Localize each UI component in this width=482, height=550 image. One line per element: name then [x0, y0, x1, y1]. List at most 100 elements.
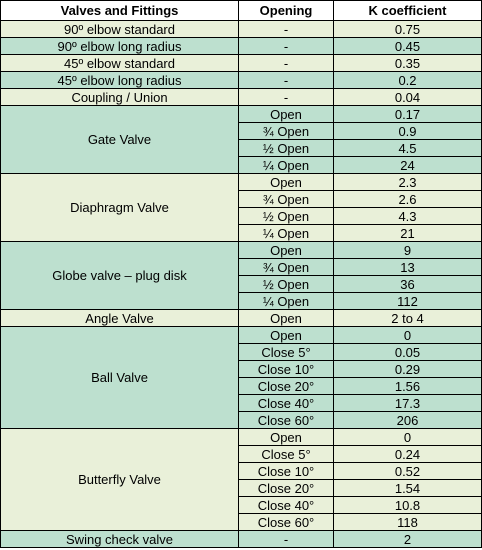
table-row: Swing check valve -2	[0, 530, 482, 548]
k-coefficient-cell: 0.24	[333, 445, 482, 463]
table-row: ¼ Open 112	[1, 292, 482, 310]
fitting-name-cell: Butterfly Valve	[0, 428, 239, 531]
table-row: Close 5° 0.24	[1, 445, 482, 463]
opening-cell: Close 40°	[238, 394, 334, 412]
opening-cell: Open	[238, 428, 334, 446]
table-row: Close 40° 17.3	[1, 394, 482, 412]
table-row: ½ Open 4.3	[1, 207, 482, 225]
table-row: 45º elbow standard -0.35	[0, 54, 482, 72]
fitting-name-cell: 45º elbow long radius	[0, 71, 239, 89]
table-row: Close 60° 206	[1, 411, 482, 429]
header-k-coefficient: K coefficient	[333, 0, 482, 21]
opening-cell: Open	[238, 241, 334, 259]
k-coefficient-cell: 17.3	[333, 394, 482, 412]
k-coefficient-cell: 0.05	[333, 343, 482, 361]
fitting-name-cell: 90º elbow long radius	[0, 37, 239, 55]
table-row: 90º elbow long radius -0.45	[0, 37, 482, 55]
k-coefficient-cell: 0.45	[333, 37, 482, 55]
opening-cell: -	[238, 88, 334, 106]
table-row: Ball Valve Open 0	[0, 326, 482, 429]
opening-cell: Close 5°	[238, 343, 334, 361]
table-body: 90º elbow standard -0.75 90º elbow long ra…	[0, 20, 482, 548]
k-coefficient-cell: 36	[333, 275, 482, 293]
k-coefficient-cell: 0.75	[333, 20, 482, 38]
k-coefficient-cell: 9	[333, 241, 482, 259]
fitting-name-cell: Gate Valve	[0, 105, 239, 174]
k-coefficient-cell: 1.54	[333, 479, 482, 497]
k-coefficient-cell: 2.6	[333, 190, 482, 208]
k-coefficient-cell: 118	[333, 513, 482, 531]
table-row: ¾ Open 13	[1, 258, 482, 276]
opening-cell: Close 5°	[238, 445, 334, 463]
fitting-name-cell: Swing check valve	[0, 530, 239, 548]
opening-cell: Open	[238, 173, 334, 191]
fitting-name-cell: Ball Valve	[0, 326, 239, 429]
table-row: 45º elbow long radius -0.2	[0, 71, 482, 89]
fitting-name-cell: Angle Valve	[0, 309, 239, 327]
table-row: Gate Valve Open 0.17	[0, 105, 482, 174]
fitting-name-cell: Coupling / Union	[0, 88, 239, 106]
opening-cell: Close 20°	[238, 377, 334, 395]
k-coefficient-cell: 4.3	[333, 207, 482, 225]
opening-cell: Close 10°	[238, 360, 334, 378]
k-coefficient-cell: 0.04	[333, 88, 482, 106]
table-row: 90º elbow standard -0.75	[0, 20, 482, 38]
opening-cell: Close 60°	[238, 513, 334, 531]
k-coefficient-cell: 24	[333, 156, 482, 174]
opening-cell: ¼ Open	[238, 224, 334, 242]
opening-cell: -	[238, 37, 334, 55]
table-row: Close 40° 10.8	[1, 496, 482, 514]
fitting-name-cell: Diaphragm Valve	[0, 173, 239, 242]
k-coefficient-cell: 0	[333, 428, 482, 446]
table-row: ¾ Open 0.9	[1, 122, 482, 140]
k-coefficient-cell: 112	[333, 292, 482, 310]
k-coefficient-cell: 0.35	[333, 54, 482, 72]
header-row: Valves and Fittings Opening K coefficien…	[0, 0, 482, 21]
k-coefficient-cell: 13	[333, 258, 482, 276]
opening-cell: Close 40°	[238, 496, 334, 514]
header-valves-and-fittings: Valves and Fittings	[0, 0, 239, 21]
k-coefficient-cell: 0.52	[333, 462, 482, 480]
k-coefficient-cell: 10.8	[333, 496, 482, 514]
k-coefficient-cell: 0.9	[333, 122, 482, 140]
fitting-name-cell: Globe valve – plug disk	[0, 241, 239, 310]
opening-cell: ¼ Open	[238, 292, 334, 310]
opening-cell: Open	[238, 309, 334, 327]
opening-cell: -	[238, 530, 334, 548]
k-coefficient-cell: 0	[333, 326, 482, 344]
k-coefficient-cell: 2	[333, 530, 482, 548]
opening-cell: Open	[238, 326, 334, 344]
k-coefficient-cell: 21	[333, 224, 482, 242]
table-row: ½ Open 4.5	[1, 139, 482, 157]
opening-cell: ¾ Open	[238, 190, 334, 208]
fitting-name-cell: 90º elbow standard	[0, 20, 239, 38]
opening-cell: -	[238, 71, 334, 89]
opening-cell: ¼ Open	[238, 156, 334, 174]
k-coefficient-cell: 4.5	[333, 139, 482, 157]
table-row: ½ Open 36	[1, 275, 482, 293]
opening-cell: -	[238, 20, 334, 38]
table-row: Close 10° 0.52	[1, 462, 482, 480]
table-row: Globe valve – plug disk Open 9	[0, 241, 482, 310]
table-row: Angle Valve Open 2 to 4	[0, 309, 482, 327]
k-coefficient-cell: 0.2	[333, 71, 482, 89]
opening-cell: ¾ Open	[238, 258, 334, 276]
k-coefficient-cell: 1.56	[333, 377, 482, 395]
header-opening: Opening	[238, 0, 334, 21]
table-row: Close 20° 1.56	[1, 377, 482, 395]
k-coefficient-cell: 2.3	[333, 173, 482, 191]
opening-cell: ½ Open	[238, 275, 334, 293]
table-row: Butterfly Valve Open 0	[0, 428, 482, 531]
k-coefficient-cell: 0.29	[333, 360, 482, 378]
opening-cell: Close 20°	[238, 479, 334, 497]
opening-cell: Close 10°	[238, 462, 334, 480]
k-coefficient-cell: 206	[333, 411, 482, 429]
opening-cell: Close 60°	[238, 411, 334, 429]
fitting-name-cell: 45º elbow standard	[0, 54, 239, 72]
opening-cell: -	[238, 54, 334, 72]
table-row: Close 5° 0.05	[1, 343, 482, 361]
table-row: Coupling / Union -0.04	[0, 88, 482, 106]
opening-cell: Open	[238, 105, 334, 123]
table-row: ¼ Open 21	[1, 224, 482, 242]
